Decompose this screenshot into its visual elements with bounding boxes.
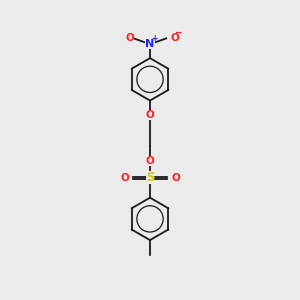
Text: S: S [146, 171, 154, 184]
Text: O: O [125, 32, 134, 43]
Text: −: − [174, 28, 181, 37]
Text: O: O [120, 173, 129, 183]
Text: +: + [151, 34, 157, 43]
Text: O: O [146, 110, 154, 120]
Text: O: O [171, 173, 180, 183]
Text: O: O [171, 32, 179, 43]
Text: N: N [146, 39, 154, 49]
Text: O: O [146, 156, 154, 166]
